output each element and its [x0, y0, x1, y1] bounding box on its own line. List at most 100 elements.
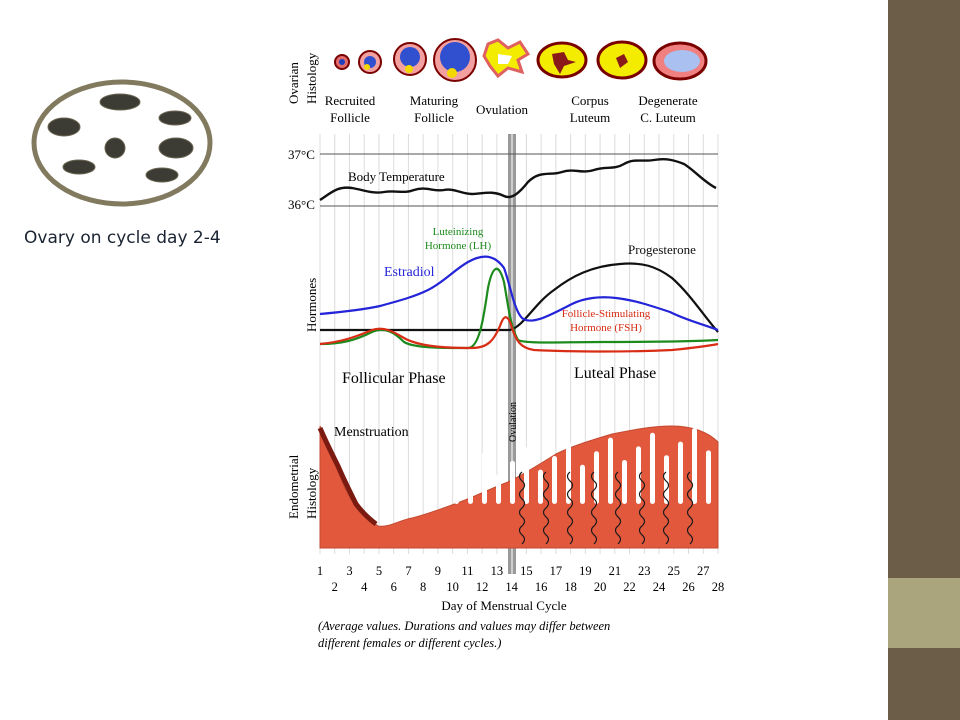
gland	[524, 447, 529, 504]
accent-bar-middle	[888, 578, 960, 648]
degenerate-corpus-luteum-icon	[652, 41, 708, 81]
day-label: 22	[623, 580, 636, 594]
stage-label-5b: C. Luteum	[640, 110, 696, 125]
follicular-phase-label: Follicular Phase	[342, 370, 446, 387]
ovulation-vertical-label: Ovulation	[508, 402, 519, 442]
gland	[482, 452, 487, 504]
day-labels-even: 2 4 6 8 10 12 14 16 18 20 22 24 26 28	[332, 580, 725, 594]
ovulation-follicle-icon	[482, 38, 531, 79]
gland	[594, 451, 599, 504]
gland	[608, 437, 613, 504]
ovary-caption: Ovary on cycle day 2-4	[24, 228, 221, 248]
day-label: 28	[712, 580, 725, 594]
histology-label-1: Ovarian	[286, 62, 301, 104]
day-label: 18	[564, 580, 577, 594]
day-label: 1	[317, 564, 323, 578]
day-label: 25	[668, 564, 681, 578]
luteal-phase-label: Luteal Phase	[574, 365, 656, 382]
lh-label-1: Luteinizing	[433, 226, 484, 238]
day-label: 7	[405, 564, 411, 578]
day-labels-odd: 1 3 5 7 9 11 13 15 17 19 21 23 25 27	[317, 564, 710, 578]
day-label: 12	[476, 580, 489, 594]
stage-label-3a: Ovulation	[476, 102, 528, 117]
spiral-artery	[686, 471, 694, 545]
stage-label-5a: Degenerate	[638, 93, 697, 108]
stage-label-4b: Luteum	[570, 110, 610, 125]
endometrial-glands	[412, 428, 711, 545]
stage-label-2a: Maturing	[410, 93, 459, 108]
gland	[440, 456, 445, 504]
gland	[468, 465, 473, 504]
spiral-artery	[566, 471, 574, 545]
day-label: 24	[653, 580, 666, 594]
spiral-artery	[638, 471, 646, 545]
body-temperature-label: Body Temperature	[348, 169, 445, 184]
estradiol-curve	[319, 255, 719, 332]
day-label: 10	[446, 580, 459, 594]
gland	[650, 432, 655, 504]
gland	[552, 456, 557, 504]
estradiol-label: Estradiol	[384, 265, 435, 280]
day-label: 15	[520, 564, 533, 578]
temp-high-label: 37°C	[288, 147, 315, 162]
recruited-follicle-icon	[334, 50, 382, 74]
accent-bar-top	[888, 0, 960, 578]
gland	[580, 464, 585, 504]
stage-label-2b: Follicle	[414, 110, 454, 125]
progesterone-curve	[320, 262, 719, 333]
day-label: 3	[346, 564, 352, 578]
day-label: 9	[435, 564, 441, 578]
gland	[664, 455, 669, 504]
gland	[636, 446, 641, 504]
gland	[538, 469, 543, 504]
corpus-luteum-icon	[536, 40, 648, 80]
day-label: 6	[391, 580, 397, 594]
gland	[622, 460, 627, 504]
menstruation-edge	[317, 427, 378, 526]
gland	[426, 470, 431, 504]
spiral-artery	[662, 471, 670, 545]
endometrial-label-1: Endometrial	[286, 454, 301, 519]
day-label: 13	[491, 564, 504, 578]
temp-low-label: 36°C	[288, 197, 315, 212]
stage-label-1a: Recruited	[325, 93, 376, 108]
gland	[496, 474, 501, 504]
day-label: 23	[638, 564, 651, 578]
gland	[692, 428, 697, 504]
day-label: 27	[697, 564, 710, 578]
day-label: 5	[376, 564, 382, 578]
spiral-artery	[542, 471, 550, 545]
stage-label-4a: Corpus	[571, 93, 609, 108]
day-label: 14	[505, 580, 518, 594]
gland	[678, 441, 683, 504]
accent-bar-bottom	[888, 648, 960, 720]
day-label: 2	[332, 580, 338, 594]
endometrial-label-2: Histology	[304, 467, 319, 519]
day-label: 8	[420, 580, 426, 594]
gland	[412, 484, 417, 504]
spiral-artery	[590, 471, 598, 545]
maturing-follicle-icon	[393, 38, 477, 82]
note-line-1: (Average values. Durations and values ma…	[318, 619, 610, 633]
day-label: 21	[609, 564, 622, 578]
day-label: 4	[361, 580, 368, 594]
fsh-label-1: Follicle-Stimulating	[562, 308, 651, 320]
spiral-artery	[614, 471, 622, 545]
body-temperature-curve	[319, 158, 717, 201]
day-label: 17	[550, 564, 563, 578]
day-label: 16	[535, 580, 548, 594]
menstruation-label: Menstruation	[334, 425, 409, 440]
lh-label-2: Hormone (LH)	[425, 240, 492, 252]
day-axis-label: Day of Menstrual Cycle	[441, 598, 567, 613]
day-label: 19	[579, 564, 592, 578]
fsh-curve	[319, 316, 719, 353]
spiral-artery	[518, 471, 526, 545]
gland	[510, 460, 515, 504]
note-line-2: different females or different cycles.)	[318, 636, 501, 650]
hormones-label: Hormones	[304, 278, 319, 332]
gland	[706, 450, 711, 504]
fsh-label-2: Hormone (FSH)	[570, 322, 642, 334]
ovary-with-follicles-icon	[31, 79, 213, 207]
histology-label-2: Histology	[304, 52, 319, 104]
